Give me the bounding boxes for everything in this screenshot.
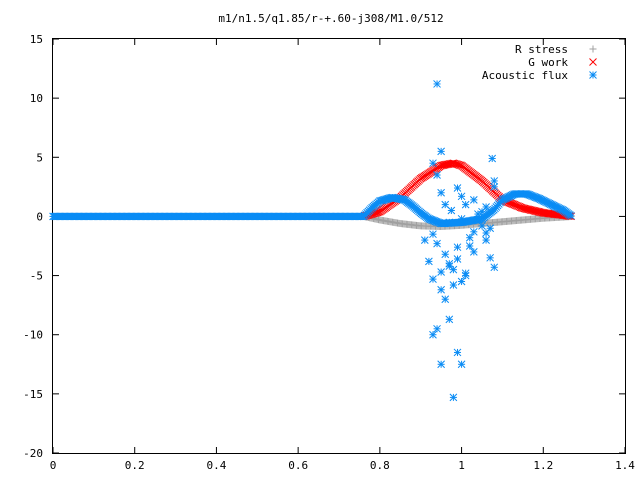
scatter-point [437, 188, 445, 197]
x-tick-label: 0.6 [288, 459, 308, 472]
scatter-point [465, 242, 474, 250]
scatter-point [482, 236, 490, 244]
scatter-point [441, 200, 450, 209]
scatter-point [474, 216, 482, 224]
y-tick-label: 5 [36, 151, 43, 164]
series-point [567, 211, 575, 220]
y-tick-label: 10 [30, 92, 43, 105]
legend-label: G work [528, 56, 568, 69]
x-tick-label: 0 [50, 459, 57, 472]
series-g-work [359, 159, 576, 221]
plot-frame [52, 38, 626, 454]
scatter-point [457, 360, 466, 369]
data-marks [49, 80, 576, 402]
scatter-point [457, 277, 466, 286]
scatter-point [453, 255, 462, 263]
legend-marker [589, 58, 597, 66]
scatter-point [469, 196, 478, 204]
y-tick-label: -10 [23, 329, 43, 342]
scatter-point [449, 281, 458, 289]
scatter-point [478, 222, 486, 230]
scatter-point [453, 184, 462, 192]
scatter-point [433, 171, 441, 179]
y-tick-label: 0 [36, 210, 43, 223]
scatter-point [461, 200, 470, 209]
scatter-point [469, 248, 478, 256]
legend-label: Acoustic flux [482, 69, 568, 82]
scatter-point [461, 271, 470, 280]
scatter-point [447, 206, 456, 215]
x-tick-label: 0.4 [206, 459, 226, 472]
scatter-point [433, 239, 441, 248]
scatter-point [488, 154, 497, 163]
scatter-point [420, 236, 429, 244]
series-acoustic-flux [49, 80, 575, 402]
scatter-point [433, 80, 441, 88]
scatter-point [490, 177, 499, 185]
scatter-point [429, 230, 437, 239]
scatter-point [437, 360, 445, 369]
legend-marker [589, 45, 597, 53]
scatter-point [445, 218, 454, 227]
scatter-point [457, 214, 466, 223]
scatter-point [453, 348, 462, 357]
scatter-point [433, 324, 441, 333]
y-tick-label: 15 [30, 33, 43, 46]
scatter-point [469, 227, 478, 236]
x-tick-label: 1.4 [615, 459, 635, 472]
y-tick-label: -20 [23, 447, 43, 460]
legend-marker [589, 71, 597, 79]
y-tick-label: -5 [30, 270, 43, 283]
scatter-point [425, 257, 433, 266]
scatter-point [437, 268, 445, 276]
scatter-point [429, 159, 437, 168]
scatter-point [453, 243, 462, 252]
scatter-point [445, 315, 454, 324]
scatter-point [429, 330, 437, 339]
series-point [455, 161, 464, 169]
x-tick-label: 0.8 [370, 459, 390, 472]
x-tick-label: 1 [458, 459, 465, 472]
y-tick-label: -15 [23, 388, 43, 401]
chart-title: m1/n1.5/q1.85/r-+.60-j308/M1.0/512 [218, 12, 443, 25]
scatter-point [445, 262, 454, 270]
scatter-point [490, 263, 499, 272]
scatter-point [486, 253, 495, 262]
scatter-point [429, 275, 437, 283]
axis-ticks: 0 0.2 0.4 0.6 0.8 1 1.2 1.4 15 10 5 0 -5 -10 -15 -20 [23, 33, 635, 472]
x-tick-label: 1.2 [533, 459, 553, 472]
scatter-point [449, 393, 458, 402]
scatter-point [441, 295, 450, 304]
scatter-point [490, 183, 499, 191]
scatter-point [441, 250, 450, 259]
legend-label: R stress [515, 43, 568, 56]
scatter-point [482, 229, 490, 237]
scatter-point [457, 192, 466, 201]
scatter-point [437, 147, 445, 156]
scatter-point [437, 285, 445, 294]
x-tick-label: 0.2 [125, 459, 145, 472]
scatter-point [465, 233, 474, 242]
scatter-point [478, 207, 486, 216]
